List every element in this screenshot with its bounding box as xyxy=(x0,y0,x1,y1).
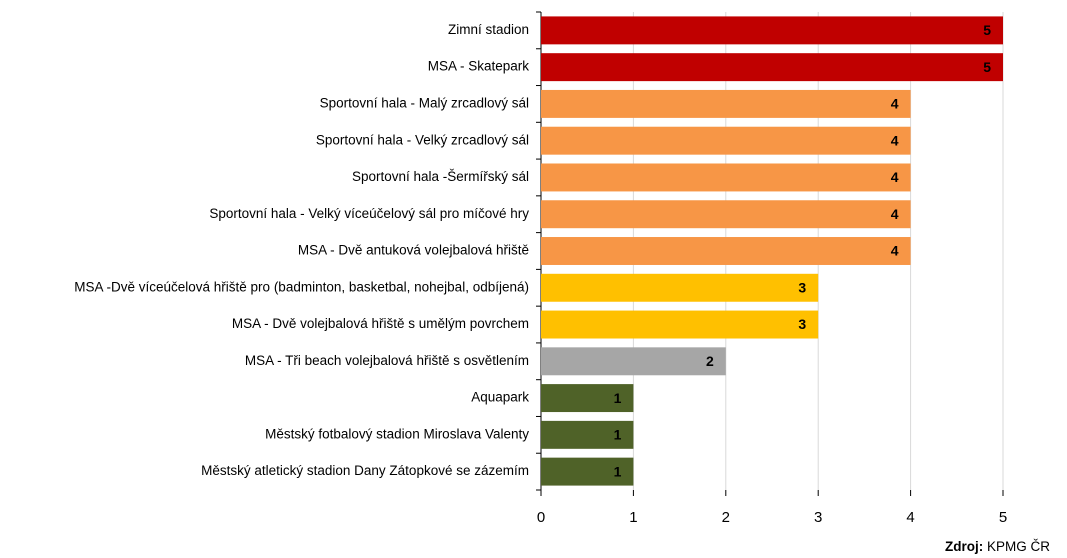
value-label: 4 xyxy=(891,96,899,112)
bar xyxy=(541,16,1003,45)
value-label: 3 xyxy=(798,279,806,295)
value-label: 3 xyxy=(798,316,806,332)
y-tick-label: MSA - Dvě volejbalová hřiště s umělým po… xyxy=(232,316,529,331)
y-tick-label: Zimní stadion xyxy=(448,22,529,37)
x-tick-label: 0 xyxy=(537,509,545,526)
y-tick-label: Městský atletický stadion Dany Zátopkové… xyxy=(201,463,529,478)
value-label: 4 xyxy=(891,206,899,222)
bar xyxy=(541,89,911,118)
value-label: 1 xyxy=(614,427,622,443)
bar xyxy=(541,163,911,192)
y-tick-label: Aquapark xyxy=(471,390,529,405)
source-label: Zdroj: xyxy=(945,539,983,554)
y-tick-label: Sportovní hala -Šermířský sál xyxy=(352,169,529,184)
bar xyxy=(541,200,911,229)
y-tick-label: MSA - Skatepark xyxy=(428,59,530,74)
bar xyxy=(541,457,634,486)
value-label: 1 xyxy=(614,463,622,479)
bar xyxy=(541,126,911,155)
bar xyxy=(541,420,634,449)
value-label: 5 xyxy=(983,22,991,38)
x-tick-label: 5 xyxy=(999,509,1007,526)
x-tick-label: 3 xyxy=(814,509,822,526)
y-tick-label: MSA - Dvě antuková volejbalová hřiště xyxy=(298,243,529,258)
x-tick-label: 1 xyxy=(629,509,637,526)
value-label: 1 xyxy=(614,390,622,406)
y-tick-label: MSA - Tři beach volejbalová hřiště s osv… xyxy=(245,353,529,368)
y-tick-label: Sportovní hala - Velký víceúčelový sál p… xyxy=(209,206,529,221)
source: Zdroj: KPMG ČR xyxy=(945,539,1050,554)
y-tick-label: MSA -Dvě víceúčelová hřiště pro (badmint… xyxy=(74,279,529,294)
x-tick-label: 2 xyxy=(722,509,730,526)
bar xyxy=(541,237,911,265)
value-label: 4 xyxy=(891,243,899,259)
value-label: 2 xyxy=(706,353,714,369)
y-tick-label: Sportovní hala - Velký zrcadlový sál xyxy=(316,132,529,147)
source-text: KPMG ČR xyxy=(987,539,1050,554)
value-label: 5 xyxy=(983,59,991,75)
value-label: 4 xyxy=(891,132,899,148)
bar xyxy=(541,273,819,302)
y-tick-label: Městský fotbalový stadion Miroslava Vale… xyxy=(265,426,529,441)
bar xyxy=(541,310,819,339)
bar xyxy=(541,53,1003,82)
bar xyxy=(541,347,726,376)
y-tick-label: Sportovní hala - Malý zrcadlový sál xyxy=(320,95,529,110)
value-label: 4 xyxy=(891,169,899,185)
bar xyxy=(541,384,634,413)
x-tick-label: 4 xyxy=(906,509,914,526)
